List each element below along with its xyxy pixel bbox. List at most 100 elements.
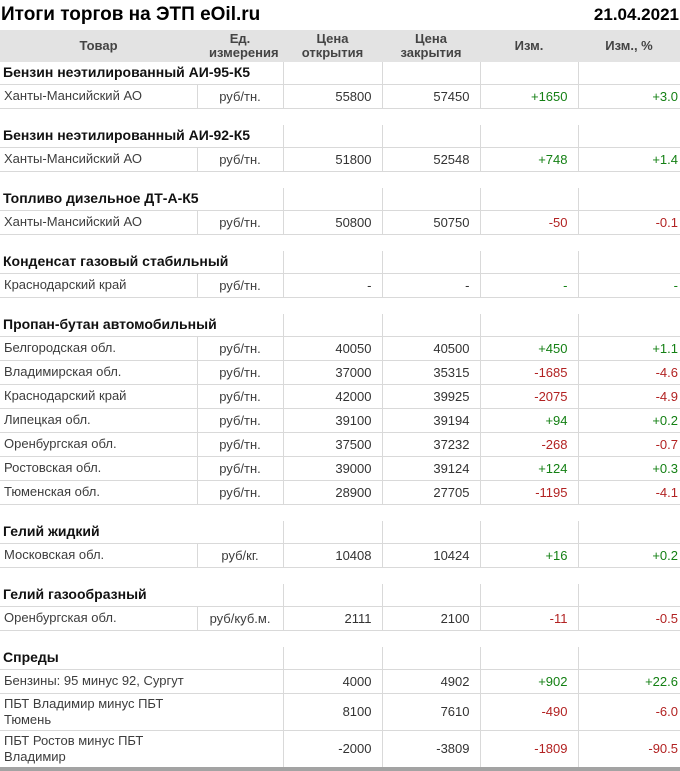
commodity-name-cell: Оренбургская обл.: [0, 606, 197, 631]
unit-cell: руб/тн.: [196, 456, 283, 481]
change-pct-cell: -0.1: [577, 210, 680, 235]
table-row: Владимирская обл. руб/тн. 37000 35315 -1685-…: [0, 360, 680, 385]
section-empty-cell: [282, 584, 382, 607]
section-empty-cell: [282, 62, 382, 85]
change-cell: +748: [479, 147, 578, 172]
section-title-cell: Спреды: [0, 647, 283, 670]
close-price-cell: -: [381, 273, 480, 298]
spacer-cell: [0, 171, 680, 188]
section-title: Конденсат газовый стабильный: [3, 252, 229, 269]
section-header-row: Пропан-бутан автомобильный: [0, 314, 680, 337]
section-header-row: Спреды: [0, 647, 680, 670]
commodity-name-cell: Краснодарский край: [0, 384, 197, 409]
section-empty-cell: [577, 584, 680, 607]
spacer-cell: [0, 108, 680, 125]
table-row: ПБТ Владимир минус ПБТ Тюмень 8100 7610 -49…: [0, 693, 680, 731]
commodity-name: ПБТ Владимир минус ПБТ Тюмень: [4, 695, 164, 727]
spacer-cell: [0, 234, 680, 251]
close-price-cell: 7610: [381, 693, 480, 731]
spacer-cell: [0, 504, 680, 521]
section-empty-cell: [282, 521, 382, 544]
commodity-name-cell: Бензины: 95 минус 92, Сургут: [0, 669, 283, 694]
trading-results-table: Товар Ед. измерения Цена открытия Цена з…: [0, 30, 680, 771]
change-cell: -11: [479, 606, 578, 631]
close-price-cell: 39925: [381, 384, 480, 409]
change-cell: -490: [479, 693, 578, 731]
open-price-cell: 4000: [282, 669, 382, 694]
commodity-name: Бензины: 95 минус 92, Сургут: [4, 673, 184, 688]
change-pct-cell: -4.6: [577, 360, 680, 385]
column-header-change-pct: Изм., %: [578, 30, 680, 62]
open-price-cell: 39100: [282, 408, 382, 433]
commodity-name-cell: ПБТ Владимир минус ПБТ Тюмень: [0, 693, 283, 731]
spacer-cell: [0, 297, 680, 314]
close-price-cell: 39124: [381, 456, 480, 481]
close-price-cell: 40500: [381, 336, 480, 361]
section-title: Гелий жидкий: [3, 522, 100, 539]
open-price-cell: 2111: [282, 606, 382, 631]
change-pct-cell: -0.7: [577, 432, 680, 457]
change-pct-cell: -: [577, 273, 680, 298]
table-row: Ростовская обл. руб/тн. 39000 39124 +124 +0.3: [0, 456, 680, 481]
open-price-cell: 37500: [282, 432, 382, 457]
page-title: Итоги торгов на ЭТП eOil.ru: [1, 4, 261, 25]
section-empty-cell: [381, 125, 480, 148]
commodity-name-cell: Ханты-Мансийский АО: [0, 147, 197, 172]
section-empty-cell: [577, 314, 680, 337]
commodity-name-cell: Краснодарский край: [0, 273, 197, 298]
spacer-row: [0, 171, 680, 188]
unit-cell: руб/тн.: [196, 408, 283, 433]
section-header-row: Бензин неэтилированный АИ-95-К5: [0, 62, 680, 85]
section-title-cell: Гелий газообразный: [0, 584, 283, 607]
section-empty-cell: [479, 251, 578, 274]
change-pct-cell: +0.2: [577, 543, 680, 568]
section-empty-cell: [577, 62, 680, 85]
section-empty-cell: [282, 125, 382, 148]
table-row: Ханты-Мансийский АО руб/тн. 51800 52548 +748…: [0, 147, 680, 172]
change-cell: +124: [479, 456, 578, 481]
change-cell: -50: [479, 210, 578, 235]
table-row: Краснодарский край руб/тн. - - - -: [0, 273, 680, 298]
spacer-row: [0, 567, 680, 584]
change-cell: -268: [479, 432, 578, 457]
unit-cell: руб/тн.: [196, 336, 283, 361]
section-title: Топливо дизельное ДТ-А-К5: [3, 189, 199, 206]
section-empty-cell: [282, 251, 382, 274]
unit-cell: руб/тн.: [196, 384, 283, 409]
change-pct-cell: -0.5: [577, 606, 680, 631]
section-empty-cell: [479, 647, 578, 670]
section-title-cell: Топливо дизельное ДТ-А-К5: [0, 188, 283, 211]
open-price-cell: 37000: [282, 360, 382, 385]
column-header-commodity: Товар: [0, 30, 197, 62]
open-price-cell: 39000: [282, 456, 382, 481]
table-row: Оренбургская обл. руб/тн. 37500 37232 -268 -0…: [0, 432, 680, 457]
section-empty-cell: [577, 251, 680, 274]
close-price-cell: 35315: [381, 360, 480, 385]
section-empty-cell: [479, 125, 578, 148]
open-price-cell: 50800: [282, 210, 382, 235]
close-price-cell: 39194: [381, 408, 480, 433]
change-cell: -1685: [479, 360, 578, 385]
section-empty-cell: [381, 251, 480, 274]
change-pct-cell: +1.1: [577, 336, 680, 361]
section-empty-cell: [479, 521, 578, 544]
commodity-name-cell: Ханты-Мансийский АО: [0, 210, 197, 235]
section-title: Бензин неэтилированный АИ-92-К5: [3, 126, 251, 143]
spacer-row: [0, 234, 680, 251]
spacer-cell: [0, 567, 680, 584]
commodity-name-cell: Ростовская обл.: [0, 456, 197, 481]
table-row: Липецкая обл. руб/тн. 39100 39194 +94 +0.2: [0, 408, 680, 433]
table-row: Оренбургская обл. руб/куб.м. 2111 2100 -11 -0…: [0, 606, 680, 631]
section-header-row: Топливо дизельное ДТ-А-К5: [0, 188, 680, 211]
commodity-name-cell: Оренбургская обл.: [0, 432, 197, 457]
section-empty-cell: [479, 314, 578, 337]
section-empty-cell: [282, 188, 382, 211]
close-price-cell: 37232: [381, 432, 480, 457]
open-price-cell: 28900: [282, 480, 382, 505]
column-header-open-price: Цена открытия: [283, 30, 382, 62]
spacer-row: [0, 108, 680, 125]
commodity-name-cell: Белгородская обл.: [0, 336, 197, 361]
open-price-cell: 42000: [282, 384, 382, 409]
section-empty-cell: [479, 62, 578, 85]
change-pct-cell: +0.3: [577, 456, 680, 481]
